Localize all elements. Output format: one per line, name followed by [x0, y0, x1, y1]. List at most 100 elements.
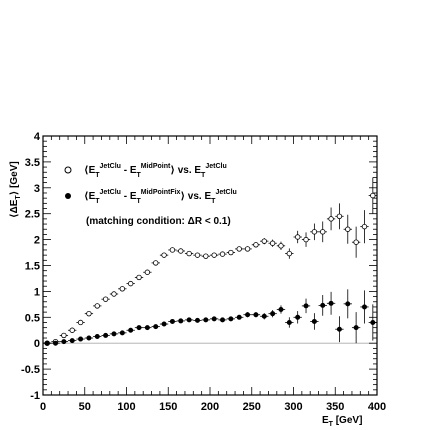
data-point-open	[335, 203, 344, 230]
data-point-open	[310, 223, 319, 241]
data-point-open	[351, 226, 361, 258]
data-point-open	[168, 247, 177, 253]
data-point-open	[76, 319, 85, 326]
data-point-open	[134, 274, 144, 281]
data-point-filled	[93, 333, 102, 339]
data-point-open	[251, 242, 261, 248]
data-point-filled	[184, 317, 194, 323]
data-point-filled	[301, 298, 311, 314]
data-point-open	[84, 310, 94, 317]
data-point-open	[285, 248, 294, 259]
data-point-filled	[176, 318, 185, 324]
data-point-filled	[360, 290, 369, 324]
data-point-filled	[343, 289, 352, 319]
data-point-open	[101, 296, 110, 302]
data-point-open	[126, 280, 135, 287]
data-point-open	[226, 249, 236, 256]
data-point-open	[293, 230, 302, 244]
data-point-open	[301, 232, 311, 247]
data-point-open	[93, 303, 102, 309]
data-point-filled	[134, 325, 144, 331]
y-tick-label: 4	[34, 131, 41, 143]
data-point-filled	[201, 317, 210, 323]
y-tick-label: 0	[34, 338, 40, 350]
data-point-filled	[218, 317, 227, 323]
data-point-filled	[51, 340, 60, 346]
data-point-filled	[235, 314, 244, 320]
data-point-open	[318, 221, 327, 243]
data-point-filled	[210, 316, 219, 322]
data-point-filled	[226, 316, 236, 322]
data-point-filled	[260, 313, 269, 320]
y-tick-label: -1	[30, 390, 40, 402]
data-point-filled	[251, 312, 261, 318]
x-tick-label: 50	[79, 401, 91, 413]
data-point-filled	[335, 316, 344, 343]
data-point-open	[143, 269, 152, 275]
y-tick-label: 2	[34, 235, 40, 247]
data-point-open	[260, 238, 269, 245]
data-point-filled	[193, 317, 202, 323]
data-point-filled	[59, 339, 69, 345]
data-point-filled	[285, 317, 294, 328]
data-point-filled	[326, 291, 336, 315]
data-point-filled	[151, 324, 160, 330]
x-tick-labels: 0 50 100 150 200 250 300 350 400	[40, 401, 386, 413]
y-tick-labels: -1 -0.5 0 0.5 1 1.5 2 2.5 3 3.5 4	[21, 131, 41, 402]
x-tick-label: 350	[326, 401, 344, 413]
y-tick-label: 1.5	[25, 261, 40, 273]
y-tick-label: 0.5	[25, 312, 40, 324]
data-point-open	[201, 253, 210, 259]
data-point-open	[235, 246, 244, 252]
data-point-open	[59, 332, 69, 339]
data-point-open	[343, 214, 352, 244]
annotation: (matching condition: ΔR < 0.1)	[86, 216, 231, 227]
data-point-filled	[168, 318, 177, 324]
data-point-filled	[243, 312, 252, 318]
legend-marker-open	[64, 166, 72, 174]
data-point-filled	[268, 310, 277, 318]
x-tick-label: 400	[368, 401, 386, 413]
data-point-open	[368, 177, 377, 214]
y-tick-label: -0.5	[21, 364, 40, 376]
x-tick-label: 250	[243, 401, 261, 413]
y-tick-label: 3.5	[25, 157, 40, 169]
data-point-open	[68, 327, 77, 333]
data-point-open	[109, 291, 119, 297]
x-axis-title: ET [GeV]	[322, 415, 362, 428]
y-tick-label: 1	[34, 286, 40, 298]
data-point-open	[118, 286, 127, 292]
data-point-filled	[276, 305, 286, 314]
data-point-filled	[101, 332, 110, 338]
data-point-filled	[68, 338, 77, 344]
data-point-open	[159, 252, 169, 258]
data-point-filled	[118, 330, 127, 336]
data-point-open	[360, 210, 369, 244]
data-point-filled	[143, 325, 152, 331]
y-ticks	[43, 135, 377, 396]
data-point-filled	[76, 336, 85, 342]
data-point-open	[184, 250, 194, 257]
data-point-open	[210, 252, 219, 258]
data-point-filled	[318, 295, 327, 316]
data-point-filled	[159, 321, 169, 327]
data-point-filled	[293, 311, 302, 324]
data-point-open	[276, 241, 286, 250]
y-tick-label: 2.5	[25, 209, 40, 221]
data-point-filled	[109, 331, 119, 337]
legend-marker-filled	[65, 193, 71, 199]
x-tick-label: 150	[159, 401, 177, 413]
x-tick-label: 300	[284, 401, 302, 413]
series-open-circle	[43, 177, 377, 346]
data-point-filled	[126, 327, 135, 333]
data-point-open	[243, 246, 252, 252]
data-point-open	[218, 251, 227, 257]
data-point-filled	[310, 313, 319, 330]
data-point-filled	[368, 304, 377, 341]
y-tick-label: 3	[34, 183, 40, 195]
data-point-filled	[84, 335, 94, 341]
data-point-open	[326, 207, 336, 231]
y-axis-title: ⟨ΔET⟩ [GeV]	[9, 161, 22, 218]
data-point-filled	[351, 312, 361, 344]
